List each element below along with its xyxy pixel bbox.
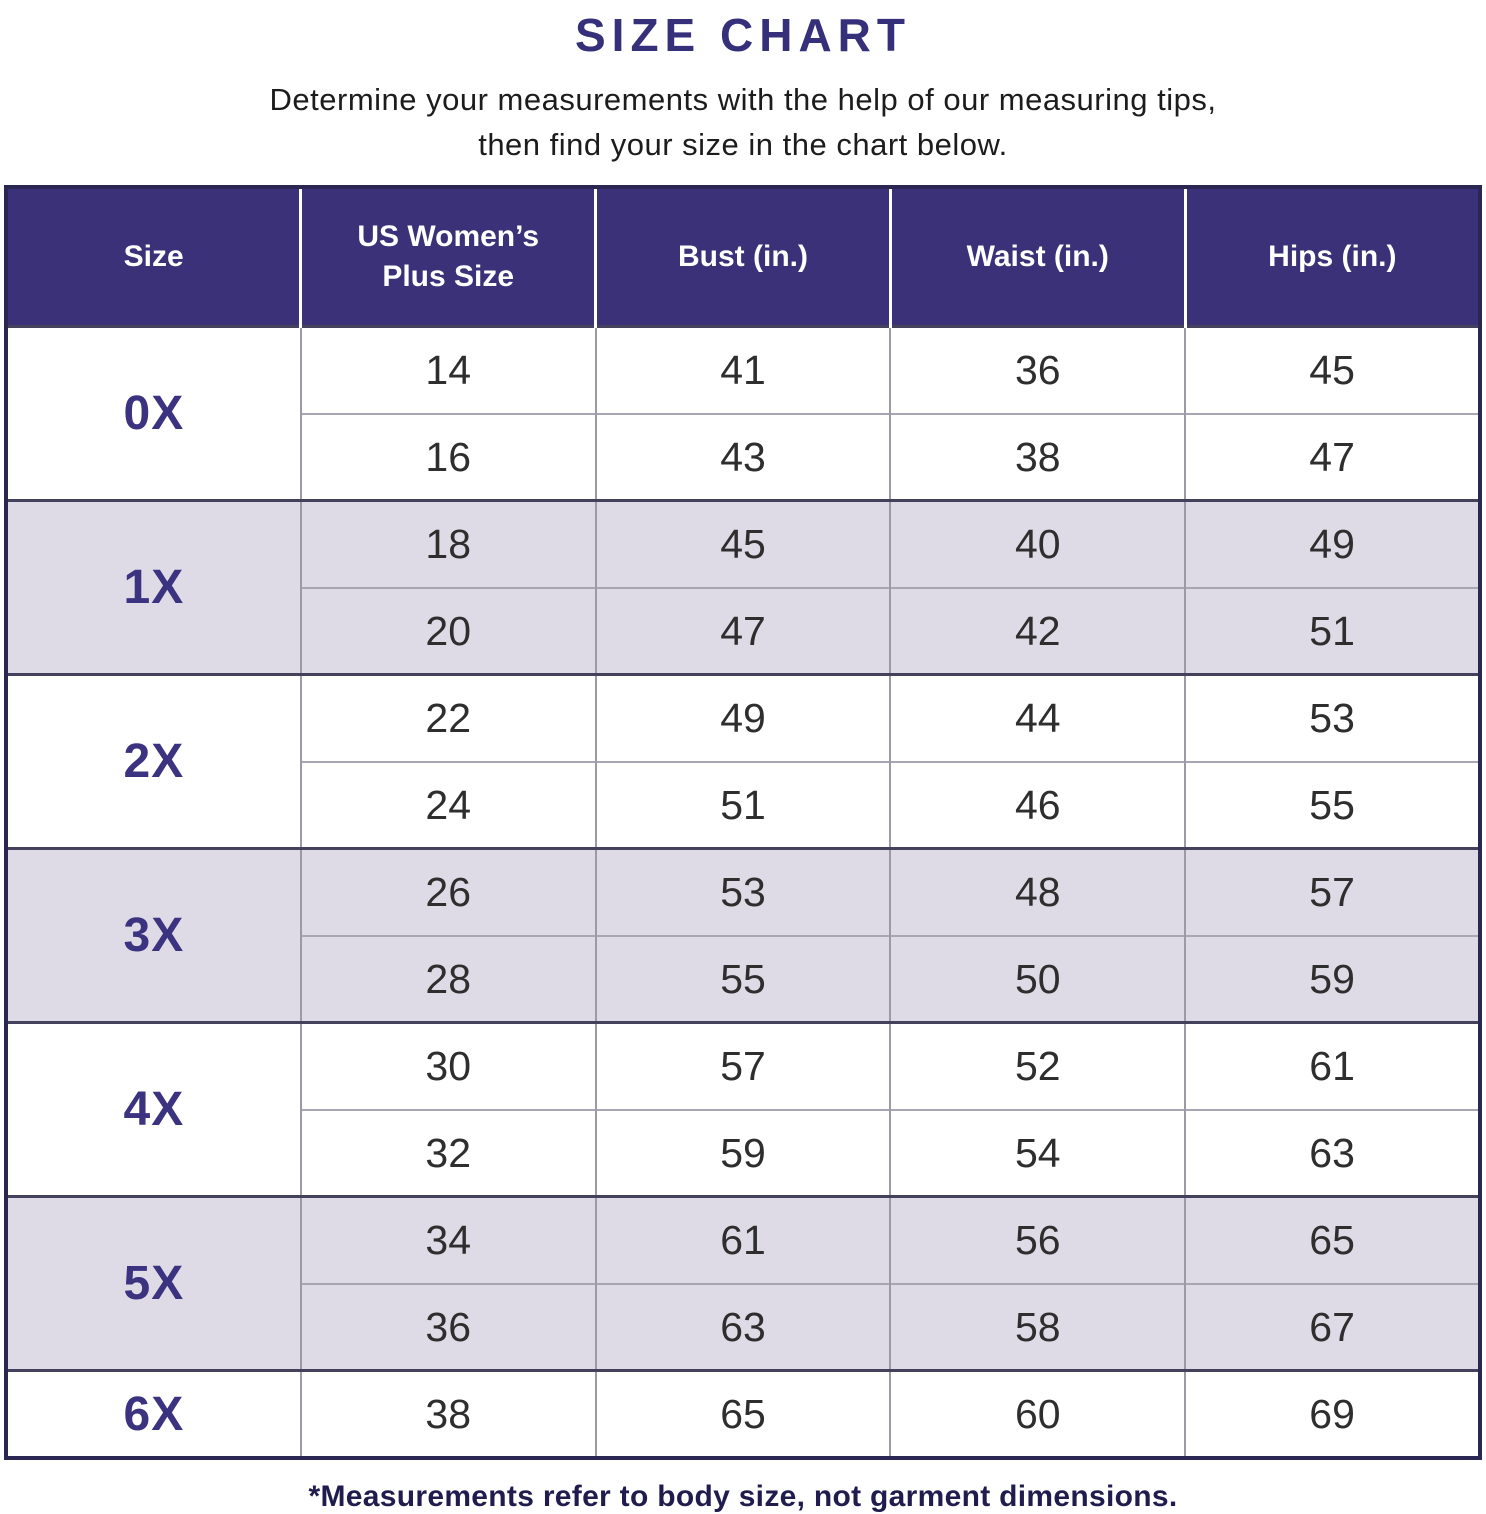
value-cell: 44: [889, 674, 1186, 762]
size-group-2x: 2X 22 49 44 53 24 51 46 55: [6, 674, 1480, 849]
size-label-1x: 1X: [123, 561, 185, 615]
table-row: 0X 14 41 36 45: [6, 326, 1480, 440]
size-group-3x: 3X 26 53 48 57 28 55 50 59: [6, 848, 1480, 1023]
table-row: 3X 26 53 48 57: [6, 848, 1480, 962]
table-row: 4X 30 57 52 61: [6, 1022, 1480, 1136]
size-label-6x: 6X: [123, 1387, 185, 1441]
table-row: 5X 34 61 56 65: [6, 1196, 1480, 1310]
value-cell: 45: [594, 500, 891, 588]
table-row: 24 51 46 55: [6, 760, 1480, 849]
value-cell: 36: [889, 326, 1186, 414]
table-row: 32 59 54 63: [6, 1108, 1480, 1197]
table-row: 36 63 58 67: [6, 1282, 1480, 1371]
value-cell: 65: [594, 1370, 891, 1458]
page-title: SIZE CHART: [575, 9, 911, 61]
value-cell: 54: [889, 1108, 1186, 1197]
value-cell: 53: [1184, 674, 1480, 762]
value-cell: 20: [299, 586, 596, 675]
table-row: 6X 38 65 60 69: [6, 1370, 1480, 1458]
value-cell: 69: [1184, 1370, 1480, 1458]
value-cell: 50: [889, 934, 1186, 1023]
table-row: 28 55 50 59: [6, 934, 1480, 1023]
value-cell: 52: [889, 1022, 1186, 1110]
value-cell: 40: [889, 500, 1186, 588]
value-cell: 60: [889, 1370, 1186, 1458]
page-header: SIZE CHART Determine your measurements w…: [0, 0, 1486, 168]
size-label-5x: 5X: [123, 1257, 185, 1311]
size-chart-table: Size US Women’s Plus Size Bust (in.) Waist …: [4, 184, 1482, 1460]
value-cell: 22: [299, 674, 596, 762]
size-label-3x: 3X: [123, 909, 185, 963]
column-header-3: Waist (in.): [888, 186, 1186, 327]
size-label-2x: 2X: [123, 735, 185, 789]
value-cell: 55: [1184, 760, 1480, 849]
value-cell: 16: [299, 412, 596, 501]
value-cell: 47: [594, 586, 891, 675]
value-cell: 59: [1184, 934, 1480, 1023]
value-cell: 48: [889, 848, 1186, 936]
size-group-5x: 5X 34 61 56 65 36 63 58 67: [6, 1196, 1480, 1371]
value-cell: 43: [594, 412, 891, 501]
value-cell: 57: [594, 1022, 891, 1110]
value-cell: 58: [889, 1282, 1186, 1371]
value-cell: 34: [299, 1196, 596, 1284]
value-cell: 59: [594, 1108, 891, 1197]
value-cell: 56: [889, 1196, 1186, 1284]
column-header-4: Hips (in.): [1183, 186, 1480, 327]
value-cell: 67: [1184, 1282, 1480, 1371]
column-header-2: Bust (in.): [594, 186, 891, 327]
value-cell: 53: [594, 848, 891, 936]
page-subtitle: Determine your measurements with the hel…: [269, 82, 1217, 162]
footnote: *Measurements refer to body size, not ga…: [308, 1479, 1178, 1513]
value-cell: 36: [299, 1282, 596, 1371]
value-cell: 42: [889, 586, 1186, 675]
column-header-size: Size: [6, 186, 301, 327]
value-cell: 61: [594, 1196, 891, 1284]
size-group-4x: 4X 30 57 52 61 32 59 54 63: [6, 1022, 1480, 1197]
size-group-0x: 0X 14 41 36 45 16 43 38 47: [6, 326, 1480, 501]
size-chart-header: Size US Women’s Plus Size Bust (in.) Waist …: [6, 186, 1480, 327]
table-row: 1X 18 45 40 49: [6, 500, 1480, 614]
value-cell: 26: [299, 848, 596, 936]
value-cell: 55: [594, 934, 891, 1023]
value-cell: 51: [1184, 586, 1480, 675]
value-cell: 65: [1184, 1196, 1480, 1284]
value-cell: 24: [299, 760, 596, 849]
size-group-1x: 1X 18 45 40 49 20 47 42 51: [6, 500, 1480, 675]
value-cell: 28: [299, 934, 596, 1023]
size-group-6x: 6X 38 65 60 69: [6, 1370, 1480, 1458]
value-cell: 45: [1184, 326, 1480, 414]
value-cell: 61: [1184, 1022, 1480, 1110]
value-cell: 57: [1184, 848, 1480, 936]
value-cell: 14: [299, 326, 596, 414]
size-label-0x: 0X: [123, 387, 185, 441]
table-row: 20 47 42 51: [6, 586, 1480, 675]
value-cell: 38: [299, 1370, 596, 1458]
value-cell: 63: [594, 1282, 891, 1371]
table-row: 16 43 38 47: [6, 412, 1480, 501]
value-cell: 38: [889, 412, 1186, 501]
header-row: Size US Women’s Plus Size Bust (in.) Waist …: [6, 186, 1480, 327]
value-cell: 49: [1184, 500, 1480, 588]
value-cell: 51: [594, 760, 891, 849]
value-cell: 47: [1184, 412, 1480, 501]
table-row: 2X 22 49 44 53: [6, 674, 1480, 788]
value-cell: 18: [299, 500, 596, 588]
value-cell: 46: [889, 760, 1186, 849]
value-cell: 41: [594, 326, 891, 414]
value-cell: 49: [594, 674, 891, 762]
value-cell: 30: [299, 1022, 596, 1110]
size-label-4x: 4X: [123, 1083, 185, 1137]
value-cell: 32: [299, 1108, 596, 1197]
column-header-1: US Women’s Plus Size: [299, 186, 596, 327]
value-cell: 63: [1184, 1108, 1480, 1197]
